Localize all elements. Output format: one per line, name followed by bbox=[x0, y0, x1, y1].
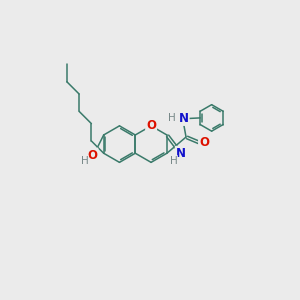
Text: O: O bbox=[88, 148, 98, 161]
Text: H: H bbox=[81, 156, 88, 166]
Text: O: O bbox=[199, 136, 209, 149]
Text: O: O bbox=[146, 119, 156, 132]
Text: N: N bbox=[179, 112, 189, 125]
Text: N: N bbox=[176, 147, 186, 160]
Text: H: H bbox=[168, 113, 176, 124]
Text: H: H bbox=[169, 156, 177, 166]
